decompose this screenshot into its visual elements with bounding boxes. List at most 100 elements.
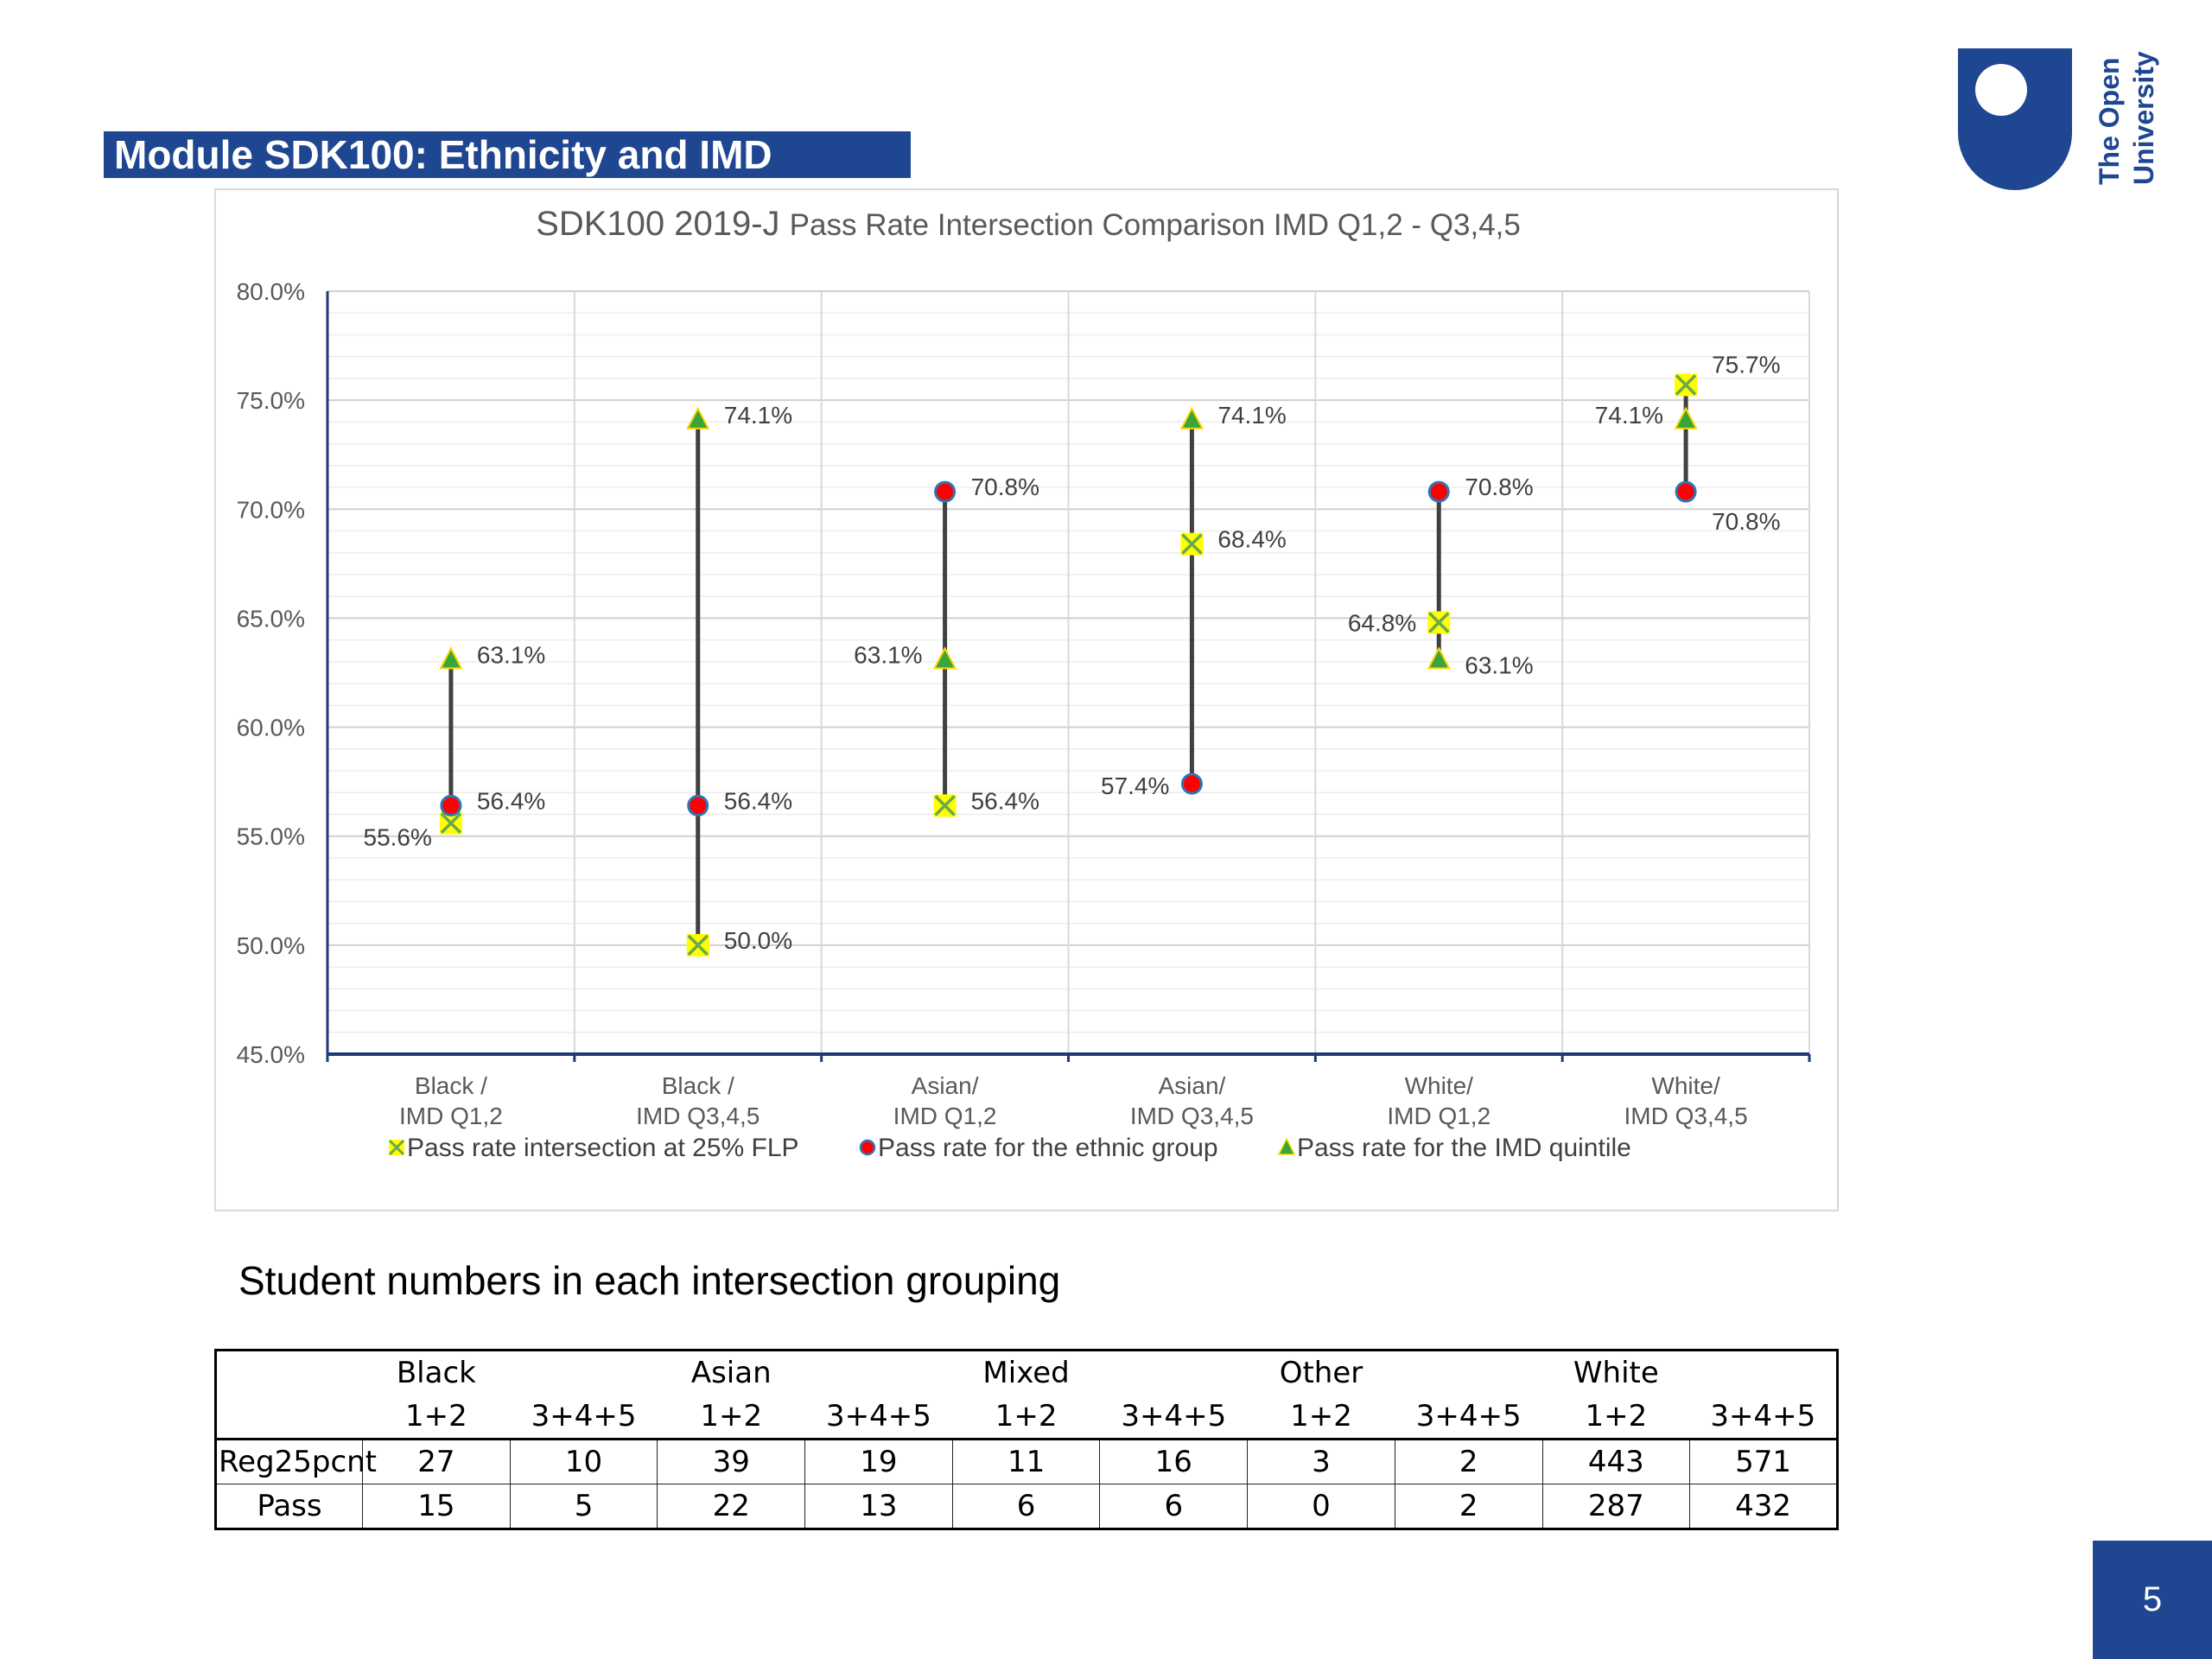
table-cell: 39 <box>657 1439 806 1484</box>
y-tick-label: 70.0% <box>237 496 305 523</box>
data-point-triangle <box>686 406 710 429</box>
data-point-x-square <box>686 933 709 957</box>
x-category-label: Black / <box>415 1072 487 1099</box>
intersection-marker-cross <box>1181 533 1203 555</box>
data-point-x-square <box>933 794 957 817</box>
intersection-marker-cross <box>1675 374 1697 396</box>
table-cell: 0 <box>1247 1484 1395 1529</box>
subheader-cell: 1+2 <box>952 1395 1100 1440</box>
data-point-triangle <box>1674 406 1698 429</box>
x-category-label: IMD Q3,4,5 <box>1624 1103 1747 1129</box>
table-subheader-row: 1+2 3+4+5 1+2 3+4+5 1+2 3+4+5 1+2 3+4+5 … <box>215 1395 1838 1440</box>
data-point-circle <box>934 480 957 503</box>
data-label: 56.4% <box>971 787 1039 814</box>
data-point-triangle <box>439 646 463 670</box>
y-tick-label: 80.0% <box>237 278 305 305</box>
data-label: 70.8% <box>1712 508 1780 535</box>
table-group-header-row: Black Asian Mixed Other White <box>216 1351 1838 1395</box>
x-category-label: Asian/ <box>1159 1072 1226 1099</box>
data-label: 63.1% <box>854 641 922 668</box>
table-row-pass: Pass 15 5 22 13 6 6 0 2 287 432 <box>215 1484 1838 1529</box>
student-numbers-table: Black Asian Mixed Other White 1+2 3+4+5 … <box>214 1349 1839 1530</box>
y-tick-label: 50.0% <box>237 932 305 959</box>
table-cell: 3 <box>1247 1439 1395 1484</box>
data-label: 68.4% <box>1217 526 1286 553</box>
data-label: 64.8% <box>1348 609 1416 636</box>
data-label: 63.1% <box>477 641 545 668</box>
ou-shield-dot <box>1975 64 2027 116</box>
table-cell: 16 <box>1099 1439 1249 1484</box>
y-tick-label: 75.0% <box>237 387 305 414</box>
row-label: Reg25pcnt <box>215 1439 377 1484</box>
table-cell: 10 <box>509 1439 658 1484</box>
data-label: 50.0% <box>724 927 792 954</box>
group-header-black: Black <box>396 1356 476 1390</box>
table-cell: 287 <box>1541 1484 1691 1529</box>
subheader-cell: 1+2 <box>657 1395 805 1440</box>
intersection-marker-cross <box>687 934 709 957</box>
data-point-x-square <box>1427 611 1451 634</box>
x-category-label: Asian/ <box>912 1072 979 1099</box>
subheader-cell: 3+4+5 <box>1395 1395 1542 1440</box>
table-cell: 19 <box>804 1439 953 1484</box>
chart-title: SDK100 2019-J Pass Rate Intersection Com… <box>536 205 1521 243</box>
legend-label: Pass rate intersection at 25% FLP <box>407 1134 799 1162</box>
open-university-logo: The Open University <box>1958 48 2159 190</box>
legend-cross <box>388 1139 405 1156</box>
table-cell: 22 <box>657 1484 806 1529</box>
legend-marker-intersection <box>388 1139 405 1156</box>
legend-marker-imd <box>1277 1137 1296 1155</box>
data-label: 63.1% <box>1465 652 1533 678</box>
row-label: Pass <box>215 1484 363 1529</box>
data-label: 75.7% <box>1712 351 1780 378</box>
group-header-mixed: Mixed <box>982 1356 1070 1390</box>
x-category-label: IMD Q3,4,5 <box>1130 1103 1254 1129</box>
y-tick-label: 45.0% <box>237 1041 305 1068</box>
data-point-circle <box>1675 480 1697 503</box>
x-category-label: White/ <box>1405 1072 1474 1099</box>
x-category-label: Black / <box>662 1072 734 1099</box>
x-category-label: IMD Q1,2 <box>1387 1103 1491 1129</box>
pass-rate-chart: SDK100 2019-J Pass Rate Intersection Com… <box>237 205 1811 1162</box>
data-label: 70.8% <box>971 474 1039 500</box>
data-label: 57.4% <box>1101 772 1169 799</box>
group-header-white: White <box>1573 1356 1659 1390</box>
y-tick-label: 60.0% <box>237 715 305 741</box>
data-point-circle <box>687 794 709 817</box>
table-corner-cell <box>216 1351 363 1395</box>
table-subtitle: Student numbers in each intersection gro… <box>238 1258 1061 1303</box>
data-label: 55.6% <box>364 824 432 851</box>
data-label: 74.1% <box>1595 402 1663 429</box>
table-cell: 5 <box>509 1484 658 1529</box>
intersection-marker-cross <box>1428 612 1450 633</box>
table-cell: 2 <box>1394 1439 1543 1484</box>
x-category-label: IMD Q1,2 <box>399 1103 503 1129</box>
logo-text-line1: The Open <box>2094 57 2125 185</box>
subheader-cell: 1+2 <box>1542 1395 1690 1440</box>
x-category-label: White/ <box>1651 1072 1720 1099</box>
logo-text-line2: University <box>2128 51 2159 185</box>
y-tick-label: 65.0% <box>237 605 305 632</box>
page-number: 5 <box>2093 1541 2212 1659</box>
table-cell: 2 <box>1394 1484 1543 1529</box>
data-point-circle <box>1180 772 1203 795</box>
table-cell: 15 <box>362 1484 511 1529</box>
subheader-cell: 1+2 <box>362 1395 511 1440</box>
table-cell: 11 <box>951 1439 1101 1484</box>
slide-title: Module SDK100: Ethnicity and IMD <box>104 131 911 178</box>
data-point-triangle <box>932 646 957 670</box>
subheader-cell: 3+4+5 <box>1689 1395 1838 1440</box>
subheader-cell: 3+4+5 <box>510 1395 658 1440</box>
x-category-label: IMD Q1,2 <box>893 1103 997 1129</box>
group-header-asian: Asian <box>690 1356 772 1390</box>
subheader-cell: 1+2 <box>1247 1395 1395 1440</box>
table-row-reg25pcnt: Reg25pcnt 27 10 39 19 11 16 3 2 443 571 <box>215 1439 1838 1484</box>
data-point-x-square <box>1180 532 1204 556</box>
x-category-label: IMD Q3,4,5 <box>636 1103 760 1129</box>
chart-panel: SDK100 2019-J Pass Rate Intersection Com… <box>214 188 1839 1211</box>
intersection-marker-cross <box>440 812 462 834</box>
legend-marker-ethnic <box>859 1139 876 1156</box>
group-header-other: Other <box>1279 1356 1363 1390</box>
data-point-triangle <box>1427 646 1451 670</box>
legend-label: Pass rate for the IMD quintile <box>1297 1134 1631 1162</box>
